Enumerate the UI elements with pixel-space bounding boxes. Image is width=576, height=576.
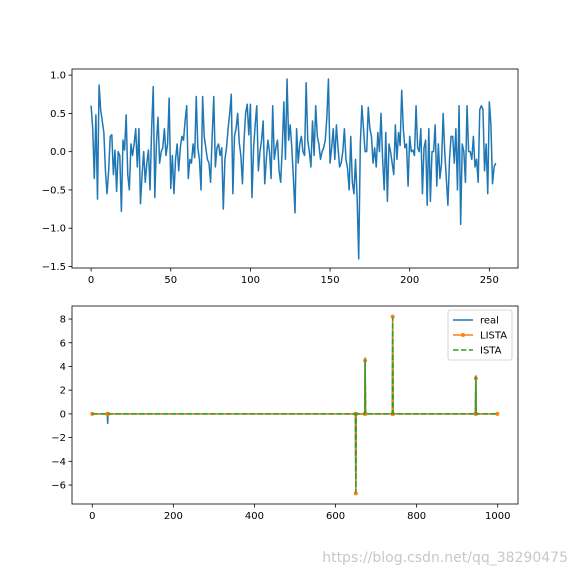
- y-tick-label: 0.5: [50, 109, 66, 120]
- axes-frame: [71, 68, 519, 269]
- x-tick-label: 150: [320, 275, 339, 286]
- series-line-ista: [92, 317, 498, 493]
- series-line-lista: [92, 315, 498, 495]
- y-tick-label: 4: [60, 362, 66, 373]
- x-tick-label: 200: [400, 275, 419, 286]
- x-tick-label: 100: [241, 275, 260, 286]
- legend-box: [447, 309, 513, 361]
- y-tick-label: 6: [60, 338, 66, 349]
- x-tick-label: 250: [480, 275, 499, 286]
- top-plot: 0 50 100 150 200 250 −1.5 −1.0 −0.5 0.0 0.5 1.0: [42, 68, 519, 286]
- series-line-real: [92, 314, 498, 491]
- y-tick-label: −2: [51, 433, 66, 444]
- legend-label-lista: LISTA: [480, 331, 507, 342]
- y-tick-label: 0: [60, 409, 66, 420]
- y-tick-label: −0.5: [42, 185, 66, 196]
- y-tick-label: 2: [60, 386, 66, 397]
- series-line: [90, 78, 497, 260]
- x-tick-label: 0: [89, 511, 95, 522]
- watermark-text: https://blog.csdn.net/qq_38290475: [322, 550, 568, 566]
- legend-marker-lista: [461, 333, 465, 337]
- y-tick-label: 0.0: [50, 147, 66, 158]
- axes-frame: [71, 305, 519, 505]
- x-tick-label: 50: [164, 275, 177, 286]
- y-tick-label: 1.0: [50, 71, 66, 82]
- legend-label-real: real: [480, 316, 499, 327]
- series-point-lista: [495, 411, 500, 416]
- legend-label-ista: ISTA: [480, 346, 502, 357]
- y-tick-label: −1.5: [42, 262, 66, 273]
- x-tick-label: 0: [88, 275, 94, 286]
- series-group: [90, 314, 500, 496]
- x-tick-label: 600: [326, 511, 345, 522]
- x-tick-label: 800: [407, 511, 426, 522]
- series-point-lista: [390, 314, 395, 319]
- y-tick-label: −6: [51, 481, 66, 492]
- series-group: [90, 78, 497, 260]
- x-tick-label: 400: [245, 511, 264, 522]
- x-tick-label: 200: [164, 511, 183, 522]
- y-tick-label: −1.0: [42, 224, 66, 235]
- y-tick-label: 8: [60, 315, 66, 326]
- y-tick-label: −4: [51, 457, 66, 468]
- series-point-lista: [353, 491, 358, 496]
- bottom-plot: 0 200 400 600 800 1000 −6 −4 −2 0 2 4 6 8 real LISTA IST…: [51, 305, 519, 522]
- legend: real LISTA ISTA: [447, 309, 513, 361]
- x-tick-label: 1000: [485, 511, 510, 522]
